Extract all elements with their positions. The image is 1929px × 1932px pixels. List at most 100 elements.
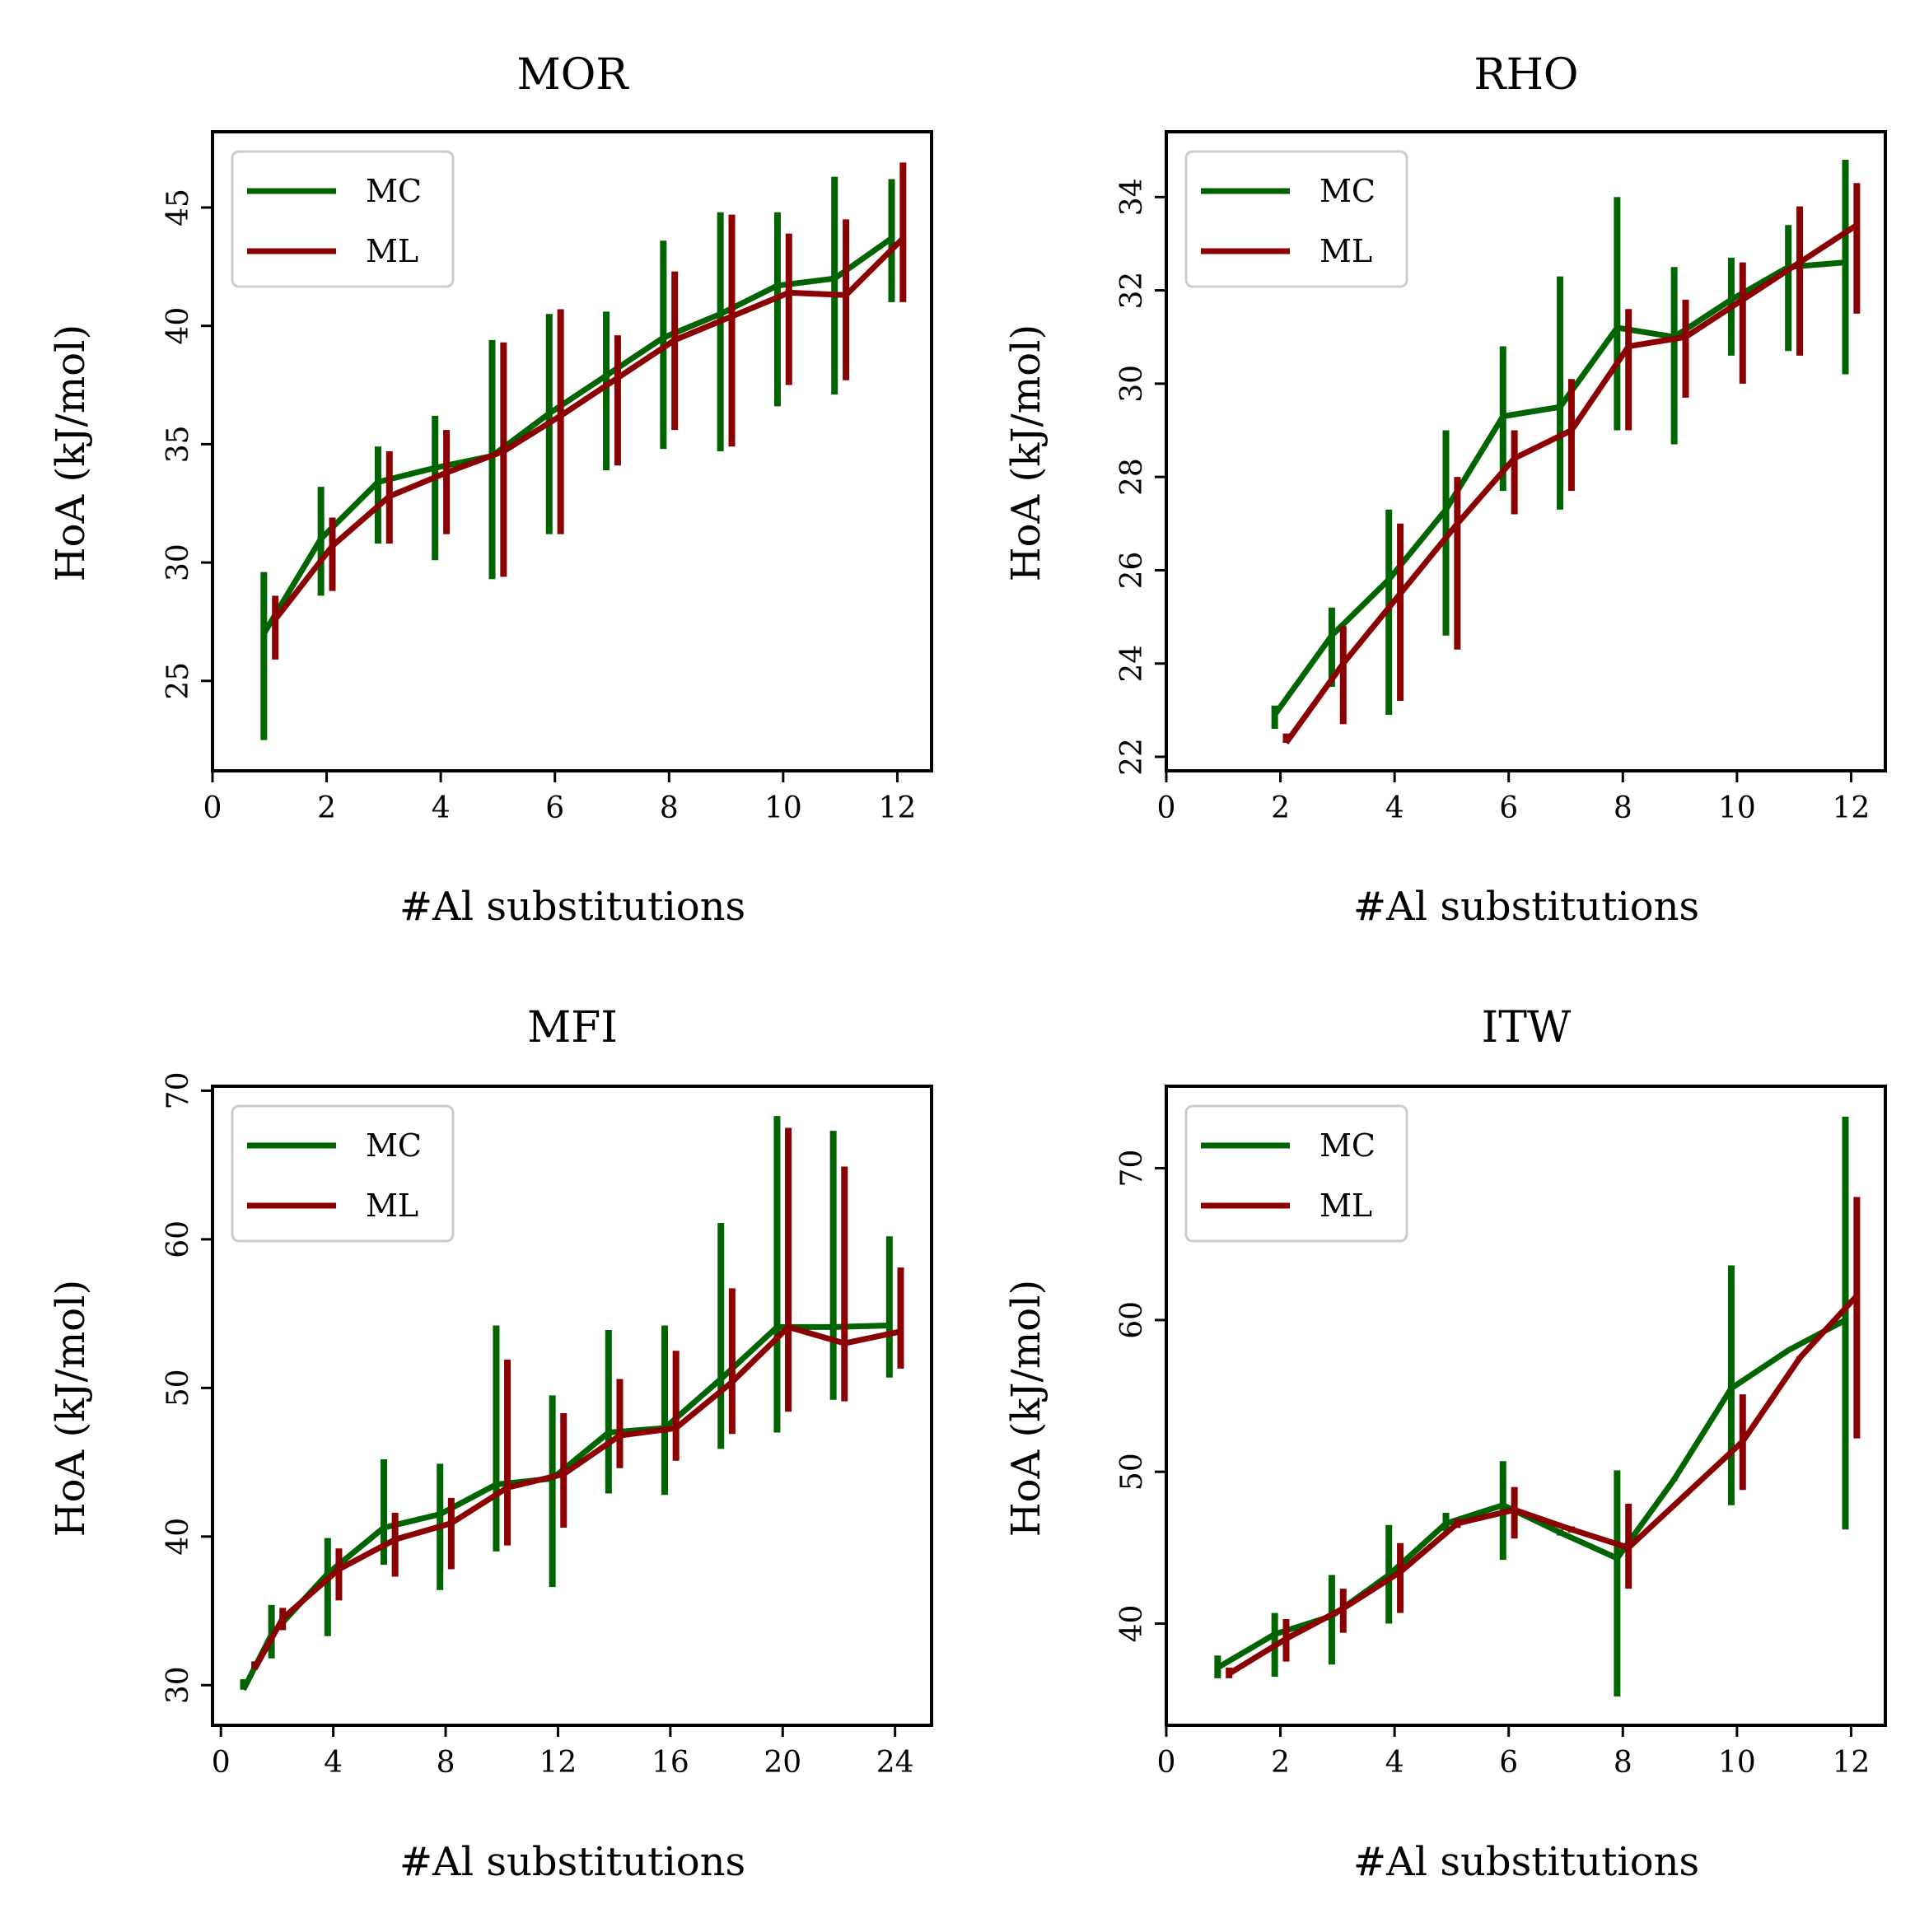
x-tick-label: 10 xyxy=(764,791,802,825)
x-tick-label: 6 xyxy=(1499,1746,1518,1780)
x-tick-label: 12 xyxy=(879,791,917,825)
plot-area xyxy=(1271,159,1861,745)
y-tick-label: 26 xyxy=(1115,552,1149,590)
x-axis-label: #Al substitutions xyxy=(399,884,745,930)
plot-area xyxy=(240,1116,904,1692)
legend-label-ml: ML xyxy=(366,233,418,269)
plot-area xyxy=(260,162,907,740)
legend-box xyxy=(1184,1104,1408,1243)
y-tick-label: 25 xyxy=(161,662,195,700)
axes-frame xyxy=(211,1085,933,1727)
y-tick-label: 28 xyxy=(1115,458,1149,496)
y-axis-label: HoA (kJ/mol) xyxy=(48,324,94,581)
x-tick-label: 4 xyxy=(432,791,451,825)
series-line-ml xyxy=(1227,1294,1859,1677)
x-tick-label: 12 xyxy=(1833,1746,1871,1780)
legend-label-mc: MC xyxy=(1319,173,1376,209)
x-tick-label: 8 xyxy=(437,1746,455,1780)
y-tick-label: 50 xyxy=(1115,1453,1149,1491)
x-tick-label: 2 xyxy=(1271,791,1290,825)
y-tick-label: 34 xyxy=(1115,178,1149,216)
series-ml xyxy=(251,1127,904,1671)
y-tick-label: 32 xyxy=(1115,272,1149,310)
series-ml xyxy=(272,162,907,660)
x-tick-label: 6 xyxy=(1499,791,1518,825)
x-tick-label: 2 xyxy=(1271,1746,1290,1780)
x-tick-label: 10 xyxy=(1718,791,1756,825)
panel-title: MOR xyxy=(516,50,629,100)
y-tick-label: 60 xyxy=(1115,1301,1149,1339)
legend-label-ml: ML xyxy=(1319,233,1372,269)
legend-label-mc: MC xyxy=(366,1127,422,1164)
y-axis-label: HoA (kJ/mol) xyxy=(1003,324,1049,581)
y-tick-label: 30 xyxy=(161,544,195,581)
panel-title: MFI xyxy=(527,1003,618,1052)
series-ml xyxy=(1282,183,1861,745)
panel-title: ITW xyxy=(1482,1003,1572,1052)
y-tick-label: 70 xyxy=(161,1072,195,1110)
legend-label-ml: ML xyxy=(1319,1188,1372,1224)
y-tick-label: 40 xyxy=(161,1518,195,1556)
x-tick-label: 0 xyxy=(203,791,222,825)
x-tick-label: 2 xyxy=(317,791,336,825)
x-axis-label: #Al substitutions xyxy=(1353,884,1699,930)
x-tick-label: 12 xyxy=(539,1746,577,1780)
series-line-mc xyxy=(1216,1317,1847,1671)
plot-area xyxy=(1214,1116,1861,1696)
panel-itw: ITW #Al substitutions HoA (kJ/mol) 0 2 4 6 8… xyxy=(1003,1003,1887,1885)
x-tick-label: 0 xyxy=(1157,1746,1176,1780)
y-tick-label: 24 xyxy=(1115,645,1149,683)
x-tick-label: 16 xyxy=(652,1746,689,1780)
x-tick-label: 4 xyxy=(324,1746,343,1780)
legend: MC ML xyxy=(1184,1104,1408,1243)
series-line-mc xyxy=(261,236,894,636)
x-tick-label: 6 xyxy=(545,791,564,825)
x-tick-label: 4 xyxy=(1385,1746,1404,1780)
legend: MC ML xyxy=(231,150,455,288)
panel-mor: MOR #Al substitutions HoA (kJ/mol) 0 2 4 6 8… xyxy=(48,50,933,930)
legend-label-mc: MC xyxy=(1319,1127,1376,1164)
x-tick-label: 24 xyxy=(876,1746,914,1780)
x-tick-label: 4 xyxy=(1385,791,1404,825)
legend-box xyxy=(231,150,455,288)
legend: MC ML xyxy=(231,1104,455,1243)
x-tick-label: 8 xyxy=(1614,791,1632,825)
y-tick-label: 30 xyxy=(161,1666,195,1704)
legend-label-ml: ML xyxy=(366,1188,418,1224)
series-ml xyxy=(1226,1197,1861,1678)
y-axis-label: HoA (kJ/mol) xyxy=(48,1280,94,1537)
y-tick-label: 70 xyxy=(1115,1150,1149,1188)
axes-frame xyxy=(211,130,933,772)
y-tick-label: 35 xyxy=(161,425,195,463)
axes-frame xyxy=(1165,130,1887,772)
series-line-ml xyxy=(252,1323,902,1671)
x-axis-label: #Al substitutions xyxy=(1353,1839,1699,1885)
x-tick-label: 0 xyxy=(1157,791,1176,825)
series-line-ml xyxy=(273,236,905,622)
y-tick-label: 22 xyxy=(1115,738,1149,776)
series-line-ml xyxy=(1283,222,1859,745)
legend-box xyxy=(231,1104,455,1243)
y-tick-label: 45 xyxy=(161,189,195,226)
y-tick-label: 40 xyxy=(1115,1605,1149,1643)
x-tick-label: 10 xyxy=(1718,1746,1756,1780)
x-tick-label: 20 xyxy=(764,1746,801,1780)
series-mc xyxy=(1271,159,1849,730)
x-tick-label: 8 xyxy=(1614,1746,1632,1780)
panel-title: RHO xyxy=(1474,50,1578,100)
y-tick-label: 40 xyxy=(161,307,195,345)
axes-frame xyxy=(1165,1085,1887,1727)
series-line-mc xyxy=(1272,259,1846,717)
legend: MC ML xyxy=(1184,150,1408,288)
y-tick-label: 50 xyxy=(161,1369,195,1407)
legend-box xyxy=(1184,150,1408,288)
legend-label-mc: MC xyxy=(366,173,422,209)
y-tick-label: 60 xyxy=(161,1220,195,1258)
x-axis-label: #Al substitutions xyxy=(399,1839,745,1885)
y-axis-label: HoA (kJ/mol) xyxy=(1003,1280,1049,1537)
x-tick-label: 12 xyxy=(1833,791,1871,825)
panel-mfi: MFI #Al substitutions HoA (kJ/mol) 0 4 8 12… xyxy=(48,1003,933,1885)
y-tick-label: 30 xyxy=(1115,365,1149,403)
